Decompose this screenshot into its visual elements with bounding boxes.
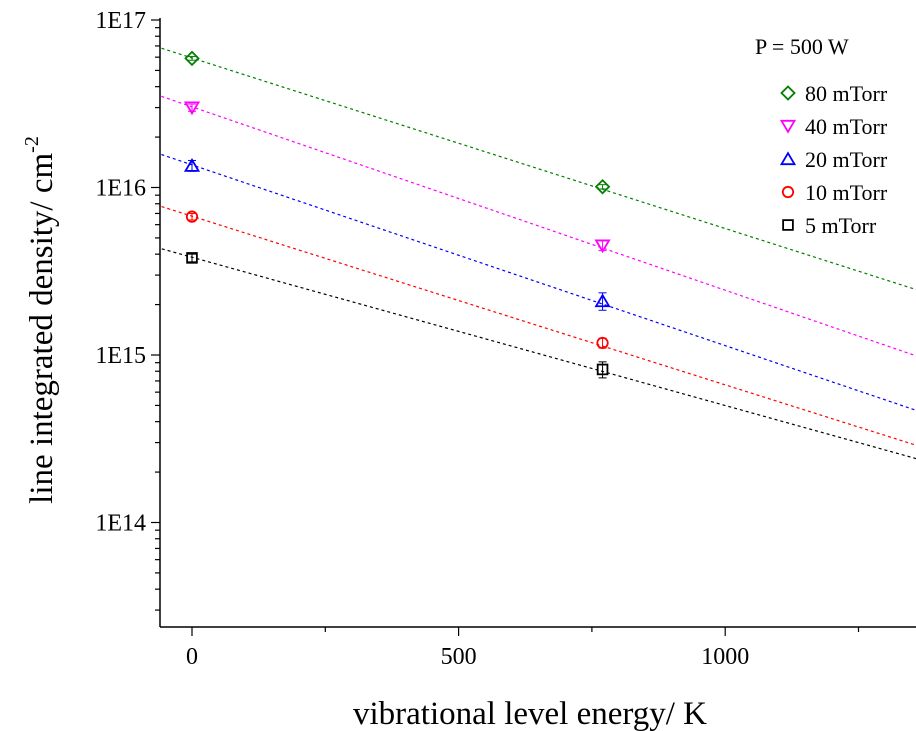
y-tick-label: 1E14 [95,511,146,537]
legend-marker-5-mtorr [783,220,793,230]
fit-lines [139,41,916,629]
x-axis-title: vibrational level energy/ K [353,696,707,731]
legend-title: P = 500 W [755,34,849,59]
legend-marker-80-mtorr [782,87,795,100]
y-axis-title: line integrated density/ cm-2 [21,136,60,504]
legend-marker-40-mtorr [782,121,795,132]
legend-label-80-mtorr: 80 mTorr [805,81,888,106]
fit-line-20-mtorr [139,147,916,608]
y-axis-title-superscript: -2 [21,136,43,153]
fit-line-10-mtorr [139,199,916,629]
fit-line-5-mtorr [139,242,916,620]
legend: P = 500 W 80 mTorr 40 mTorr 20 mTorr 10 mTo… [755,34,888,238]
y-tick-label: 1E15 [95,343,146,369]
x-tick-label: 0 [186,644,198,670]
x-tick-label: 1000 [701,644,749,670]
y-tick-label: 1E16 [95,176,146,202]
axes: 05001000150020001E141E151E161E17 [95,8,916,670]
legend-label-40-mtorr: 40 mTorr [805,114,888,139]
legend-marker-20-mtorr [782,153,795,164]
fit-line-40-mtorr [139,88,916,556]
x-tick-label: 500 [441,644,477,670]
legend-label-20-mtorr: 20 mTorr [805,147,888,172]
legend-marker-10-mtorr [783,187,793,197]
fit-line-80-mtorr [139,41,916,476]
legend-label-5-mtorr: 5 mTorr [805,213,877,238]
y-tick-label: 1E17 [95,8,146,34]
y-axis-title-text: line integrated density/ cm [24,153,60,504]
legend-label-10-mtorr: 10 mTorr [805,180,888,205]
